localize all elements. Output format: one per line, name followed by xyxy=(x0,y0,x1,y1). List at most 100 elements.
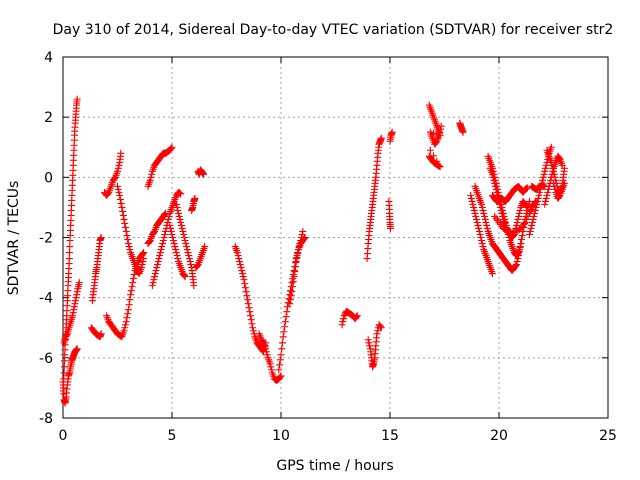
data-point xyxy=(479,206,487,214)
data-point xyxy=(174,206,182,214)
x-tick-label: 0 xyxy=(59,428,68,444)
data-point xyxy=(150,276,158,284)
data-point xyxy=(70,306,78,314)
data-point xyxy=(366,342,374,350)
x-tick-label: 25 xyxy=(599,428,617,444)
data-point xyxy=(426,146,434,154)
data-point xyxy=(243,292,251,300)
data-point xyxy=(137,264,145,272)
data-point xyxy=(551,173,559,181)
data-point xyxy=(72,294,80,302)
data-point xyxy=(530,212,538,220)
data-point xyxy=(190,282,198,290)
data-point xyxy=(550,167,557,175)
data-point xyxy=(238,267,246,275)
grid-lines xyxy=(63,57,608,418)
data-point xyxy=(73,288,81,296)
data-point xyxy=(527,224,535,232)
data-point xyxy=(278,345,286,353)
data-point xyxy=(512,261,520,269)
data-point xyxy=(541,167,549,175)
data-point xyxy=(97,234,105,241)
data-point xyxy=(125,301,133,309)
data-point xyxy=(168,230,176,238)
data-point xyxy=(550,182,558,190)
data-point xyxy=(140,255,148,263)
data-point xyxy=(235,255,243,263)
data-point xyxy=(247,316,255,324)
data-point xyxy=(353,313,361,321)
data-point xyxy=(436,163,444,171)
data-point xyxy=(167,224,175,232)
data-point xyxy=(292,263,300,271)
data-point xyxy=(150,228,158,236)
data-point xyxy=(241,284,249,292)
data-point xyxy=(182,240,190,248)
data-point xyxy=(66,249,74,257)
data-point xyxy=(175,209,183,217)
data-point xyxy=(488,270,496,278)
data-point xyxy=(514,215,522,223)
data-point xyxy=(237,264,245,272)
data-point xyxy=(128,283,136,291)
data-point xyxy=(512,221,520,229)
data-point xyxy=(114,185,122,193)
data-point xyxy=(153,264,161,272)
data-point xyxy=(118,203,126,211)
data-point xyxy=(245,304,253,312)
data-point xyxy=(116,195,124,203)
data-point xyxy=(483,221,491,229)
data-point xyxy=(172,246,180,254)
data-point xyxy=(276,373,284,381)
data-point xyxy=(159,237,167,245)
data-point xyxy=(268,366,276,374)
data-point xyxy=(560,164,568,172)
data-point xyxy=(543,191,551,199)
data-point xyxy=(292,258,300,266)
data-point xyxy=(339,318,347,326)
data-point xyxy=(531,206,539,214)
data-point xyxy=(294,246,302,254)
data-point xyxy=(542,194,550,202)
data-point xyxy=(259,338,267,346)
data-point xyxy=(560,179,568,187)
data-point xyxy=(242,288,250,296)
data-point xyxy=(515,246,523,254)
data-point xyxy=(75,279,83,287)
data-point xyxy=(127,287,135,295)
x-tick-label: 20 xyxy=(490,428,508,444)
data-point xyxy=(239,273,247,281)
data-point xyxy=(60,363,68,371)
data-point xyxy=(244,300,252,308)
y-tick-label: 4 xyxy=(44,50,53,66)
data-point xyxy=(281,323,289,331)
data-point xyxy=(478,203,486,211)
data-point xyxy=(528,218,536,226)
data-point xyxy=(167,227,175,235)
data-point xyxy=(528,221,536,229)
data-point xyxy=(459,128,467,136)
data-point xyxy=(521,218,529,226)
data-point xyxy=(169,237,177,245)
y-tick-label: -2 xyxy=(39,231,53,247)
data-point xyxy=(248,320,256,328)
data-point xyxy=(289,283,297,291)
data-point xyxy=(551,185,559,193)
data-point xyxy=(437,122,445,130)
data-point xyxy=(476,230,484,238)
data-point xyxy=(121,223,129,231)
data-point xyxy=(288,279,296,287)
data-point xyxy=(126,296,134,304)
data-point xyxy=(290,267,298,275)
data-point xyxy=(490,176,498,184)
data-point xyxy=(177,218,185,226)
data-point xyxy=(123,231,131,239)
data-point xyxy=(185,255,193,263)
data-point xyxy=(233,249,241,257)
data-point xyxy=(151,270,159,278)
data-point xyxy=(154,258,162,266)
data-point xyxy=(477,234,485,241)
data-point xyxy=(295,243,303,251)
data-point xyxy=(277,372,285,380)
data-point xyxy=(283,308,291,316)
